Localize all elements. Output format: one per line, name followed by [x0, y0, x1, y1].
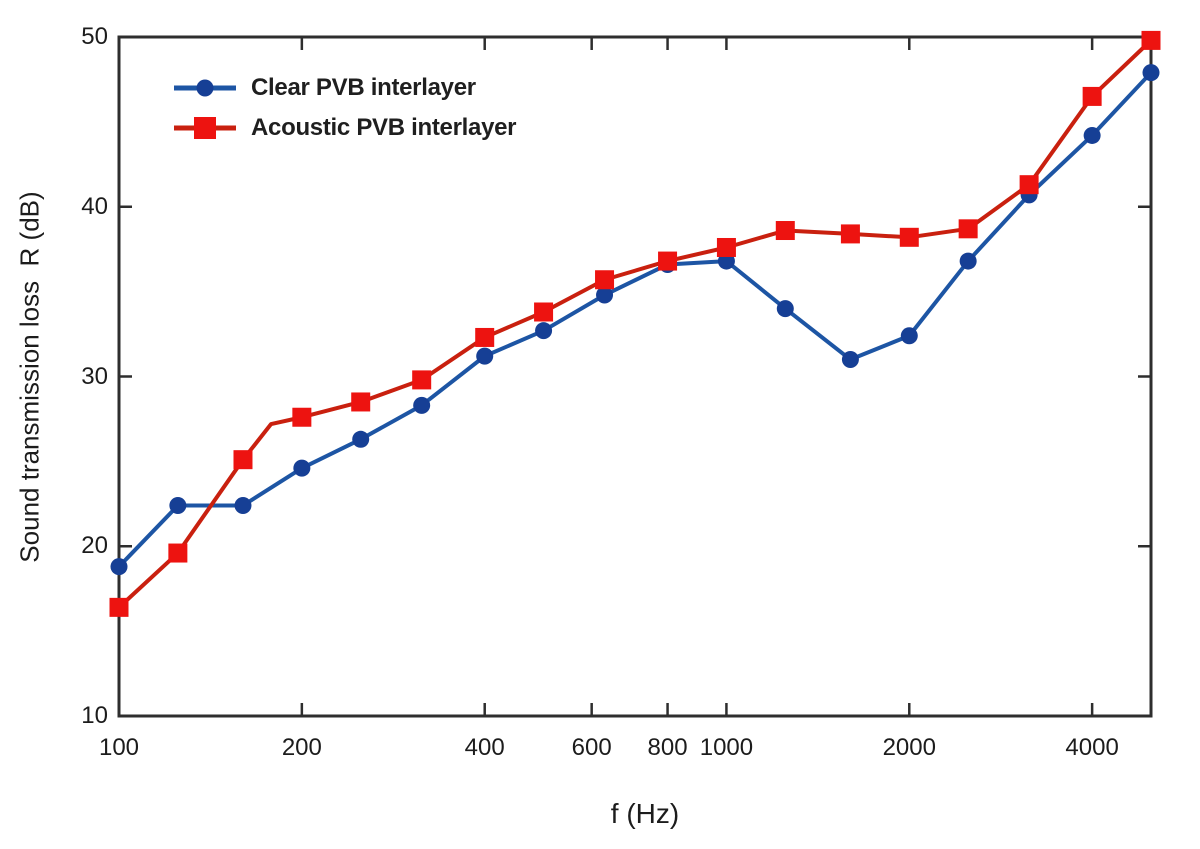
x-tick-label: 100 [98, 734, 140, 761]
y-tick-label: 20 [81, 532, 108, 560]
clear-pvb-line-marker-icon [174, 79, 236, 97]
x-tick-label: 2000 [882, 734, 936, 761]
data-point-marker-circle [959, 252, 977, 270]
data-point-marker-circle [293, 459, 311, 477]
data-point-marker-square [292, 407, 312, 427]
x-tick-label: 400 [464, 734, 505, 761]
data-point-marker-square [534, 302, 554, 322]
legend-label-clear-pvb: Clear PVB interlayer [251, 74, 476, 101]
series-line-0 [117, 70, 1153, 569]
legend: Clear PVB interlayer Acoustic PVB interl… [172, 68, 517, 148]
data-point-marker-circle [476, 347, 494, 365]
data-point-marker-circle [841, 351, 859, 369]
data-point-marker-square [958, 219, 978, 239]
data-point-marker-square [840, 224, 860, 244]
y-tick-label: 10 [81, 702, 108, 729]
data-point-marker-square [658, 251, 678, 271]
data-point-marker-circle [413, 396, 431, 414]
data-point-marker-circle [352, 430, 370, 448]
data-point-marker-square [475, 327, 495, 347]
x-tick-label: 600 [571, 734, 612, 761]
x-tick-label: 4000 [1065, 734, 1119, 761]
data-point-marker-circle [535, 322, 553, 340]
data-point-marker-square [412, 370, 432, 390]
data-point-marker-square [233, 450, 253, 470]
data-point-marker-square [1019, 175, 1039, 195]
y-tick-label: 40 [81, 192, 108, 220]
data-point-marker-square [899, 227, 919, 247]
data-point-marker-circle [234, 497, 252, 515]
data-point-marker-square [595, 270, 615, 290]
x-tick-label: 200 [281, 734, 322, 761]
data-point-marker-circle [1142, 64, 1160, 82]
legend-label-acoustic-pvb: Acoustic PVB interlayer [251, 114, 517, 141]
x-tick-label: 800 [647, 734, 688, 761]
data-point-marker-circle [1083, 126, 1101, 144]
data-point-marker-square [716, 237, 736, 257]
y-tick-label: 50 [81, 23, 108, 50]
data-point-marker-square [109, 597, 129, 617]
legend-item-clear-pvb: Clear PVB interlayer [172, 68, 516, 108]
x-axis-title: f (Hz) [610, 798, 680, 829]
data-point-marker-square [168, 543, 188, 563]
data-point-marker-square [775, 221, 795, 241]
y-tick-label: 30 [81, 362, 108, 390]
legend-item-acoustic-pvb: Acoustic PVB interlayer [172, 108, 517, 148]
y-axis-title: Sound transmission loss R (dB) [14, 191, 45, 563]
data-point-marker-circle [596, 286, 614, 304]
data-point-marker-square [351, 392, 371, 412]
acoustic-pvb-line-marker-icon [174, 117, 236, 139]
x-tick-label: 1000 [699, 734, 754, 761]
data-point-marker-circle [169, 497, 187, 515]
data-point-marker-square [1082, 86, 1102, 106]
data-point-marker-circle [776, 300, 794, 318]
data-point-marker-square [1141, 30, 1161, 50]
data-point-marker-circle [110, 558, 128, 576]
data-point-marker-circle [900, 327, 918, 345]
